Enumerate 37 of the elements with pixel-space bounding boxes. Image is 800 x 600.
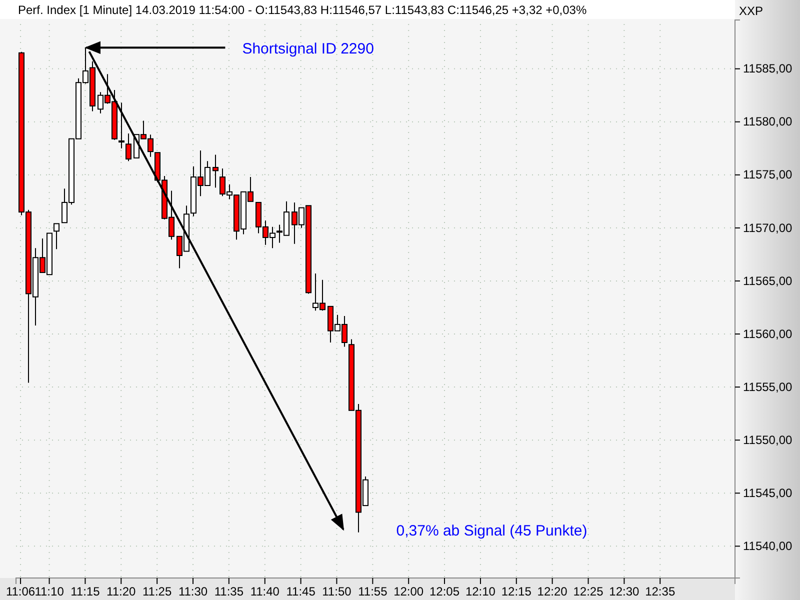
candlestick <box>126 133 132 162</box>
y-tick-label: 11580,00 <box>743 114 792 129</box>
y-tick-label: 11555,00 <box>743 380 792 394</box>
x-tick-label: 12:30 <box>609 584 640 599</box>
x-tick-label: 11:40 <box>250 584 280 599</box>
y-tick-label: 11545,00 <box>743 486 792 500</box>
x-tick-label: 12:10 <box>465 584 496 599</box>
annotation: Shortsignal ID 2290 <box>242 40 374 58</box>
x-tick-label: 11:10 <box>34 584 64 599</box>
y-tick-label: 11585,00 <box>743 62 792 76</box>
x-tick-label: 12:05 <box>429 584 460 599</box>
x-tick-label: 12:20 <box>537 584 568 599</box>
y-tick-label: 11575,00 <box>743 168 792 182</box>
y-tick-label: 11570,00 <box>743 220 792 235</box>
x-tick-label: 12:25 <box>573 584 604 599</box>
x-tick-label: 11:25 <box>142 584 172 599</box>
x-tick-label: 12:00 <box>394 584 424 599</box>
y-tick-label: 11565,00 <box>743 274 792 288</box>
y-tick-label: 11550,00 <box>743 432 792 447</box>
x-tick-label: 11:35 <box>214 584 244 599</box>
x-tick-label: 11:20 <box>106 584 136 599</box>
x-tick-label: 11:55 <box>358 584 388 599</box>
x-tick-label: 11:06 <box>6 584 36 599</box>
x-tick-label: 11:50 <box>322 584 352 599</box>
x-tick-label: 11:15 <box>70 584 100 599</box>
annotation: 0,37% ab Signal (45 Punkte) <box>396 522 588 540</box>
x-tick-label: 11:30 <box>178 584 208 599</box>
text: XXP <box>739 4 764 18</box>
x-tick-label: 12:35 <box>645 584 676 599</box>
candlestick <box>212 154 218 188</box>
y-tick-label: 11560,00 <box>743 326 792 341</box>
y-tick-label: 11540,00 <box>743 539 792 554</box>
candlestick <box>54 223 60 250</box>
x-tick-label: 11:45 <box>286 584 316 599</box>
x-tick-label: 12:15 <box>501 584 532 599</box>
candlestick <box>118 102 124 149</box>
chart-title: Perf. Index [1 Minute] 14.03.2019 11:54:00 - O:11543,83 H:11546,57 L:11543,83 C:11546,25 +3,32 +0,03% <box>18 3 587 17</box>
